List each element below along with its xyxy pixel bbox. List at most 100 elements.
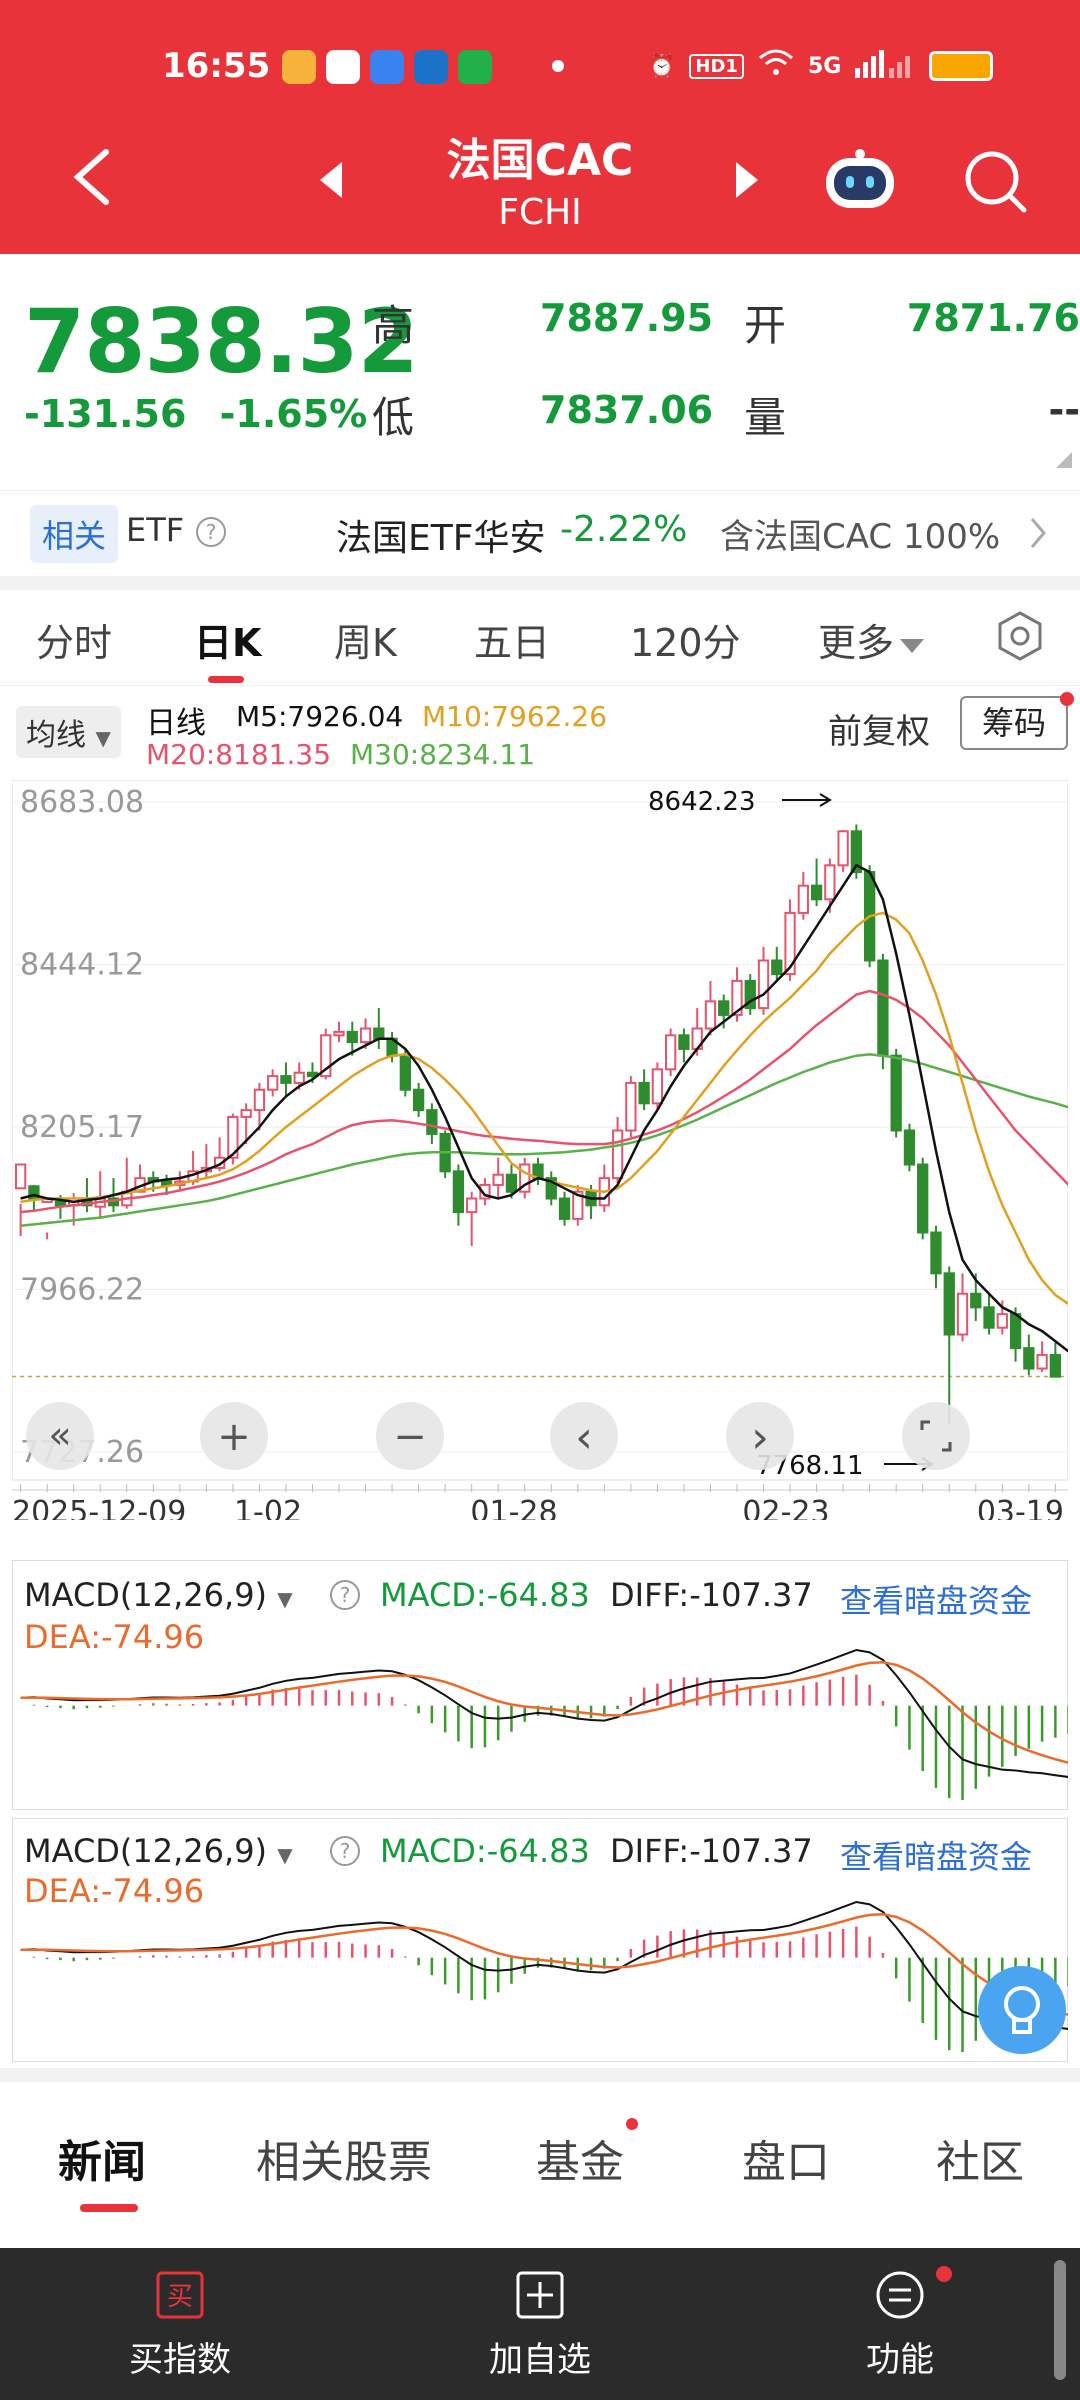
macd-selector-label: MACD(12,26,9) [24,1832,268,1870]
rewind-button[interactable]: « [48,1413,71,1457]
tab-more-label: 更多 [818,621,895,665]
candle-body [757,959,770,1010]
candle-body [359,1027,372,1044]
tab-intraday[interactable]: 分时 [36,621,113,665]
candle-body [505,1173,518,1193]
app-icon [282,50,316,84]
candle-body [731,979,743,1016]
candle-body [479,1183,491,1200]
dark-pool-link-1[interactable]: 查看暗盘资金 [840,1582,1033,1620]
hd-badge: HD1 [689,53,744,79]
dark-pool-link-2[interactable]: 查看暗盘资金 [840,1838,1033,1876]
tab-weekly-k[interactable]: 周K [334,621,397,665]
ma30-value: M30:8234.11 [350,738,536,771]
candle-body [320,1034,332,1078]
status-bar: 16:55 ⏰ HD1 5G [0,40,1080,100]
zoom-out-button[interactable]: − [393,1414,427,1460]
page-subtitle: FCHI [498,192,582,233]
notification-dot [1060,692,1074,706]
candle-body [572,1190,584,1220]
status-app-icons [282,50,492,84]
expand-corner-icon[interactable] [1056,452,1072,468]
candle-body [850,830,863,874]
wifi-icon [758,48,794,84]
kline-type: 日线 [146,706,206,741]
app-icon [370,50,404,84]
chip-button[interactable]: 筹码 [960,696,1068,750]
tab-order-book[interactable]: 盘口 [742,2137,830,2188]
dropdown-arrow-icon: ▼ [95,726,111,750]
candle-body [930,1231,942,1275]
tab-more[interactable]: 更多 [818,612,925,667]
buy-index-button[interactable]: 买 买指数 [80,2270,280,2381]
y-tick-label: 8683.08 [20,785,144,820]
high-annotation: 8642.23 [648,787,756,817]
candle-body [346,1030,358,1044]
help-icon[interactable]: ? [330,1836,360,1866]
tab-news[interactable]: 新闻 [58,2137,146,2188]
macd-selector-2[interactable]: MACD(12,26,9) ▼ [24,1832,293,1870]
candle-body [877,959,889,1057]
x-tick-label: 01-28 [470,1495,557,1520]
help-icon[interactable]: ? [196,517,226,547]
bottom-action-bar: 买 买指数 加自选 功能 [0,2248,1080,2400]
phone-icon [458,50,492,84]
candle-body [54,1200,67,1207]
chart-controls: « + − ‹ › [26,1402,970,1470]
functions-button[interactable]: 功能 [800,2270,1000,2381]
robot-assistant-icon[interactable] [820,148,900,214]
tab-daily-k[interactable]: 日K [194,621,262,665]
current-price: 7838.32 [24,290,419,393]
prev-index-icon[interactable] [318,160,344,200]
candle-body [917,1163,929,1234]
related-etf-bar[interactable]: 相关 ETF ? 法国ETF华安 -2.22% 含法国CAC 100% [0,490,1080,576]
scroll-right-button-bg [726,1402,794,1470]
zoom-in-button[interactable]: + [217,1414,251,1460]
macd-value-2: MACD:-64.83 [380,1832,590,1870]
macd-chart-1 [20,1648,1068,1800]
high-label: 高 [372,301,415,350]
alarm-icon: ⏰ [648,53,676,79]
candle-body [373,1027,385,1040]
next-index-icon[interactable] [734,160,760,200]
status-right: ⏰ HD1 5G [648,48,994,84]
chart-period-tabs: 分时 日K 周K 五日 120分 更多 [0,590,1080,686]
price-change: -131.56 -1.65% [24,392,367,436]
add-watchlist-button[interactable]: 加自选 [440,2270,640,2381]
dropdown-arrow-icon [900,638,925,653]
candle-body [983,1306,995,1329]
fullscreen-icon[interactable] [920,1420,952,1452]
change-value: -131.56 [24,392,187,436]
buy-icon: 买 [156,2271,204,2319]
tab-120-min[interactable]: 120分 [630,621,741,665]
settings-icon[interactable] [994,610,1046,662]
indicator-select[interactable]: 均线 ▼ [16,706,121,758]
scrollbar[interactable] [1054,2260,1066,2380]
scroll-left-button[interactable]: ‹ [575,1412,593,1463]
candle-body [665,1034,677,1071]
lightbulb-icon[interactable] [978,1966,1066,2054]
tab-funds[interactable]: 基金 [536,2137,624,2188]
tab-related-stocks[interactable]: 相关股票 [256,2137,432,2188]
y-tick-label: 8205.17 [20,1110,144,1145]
scroll-right-button[interactable]: › [751,1412,769,1463]
candle-body [996,1313,1008,1329]
etf-label: ETF [126,511,185,549]
macd-selector-1[interactable]: MACD(12,26,9) ▼ [24,1576,293,1614]
ma20-line [20,989,1068,1214]
back-icon[interactable] [70,148,114,206]
search-icon[interactable] [962,148,1028,214]
macd-panel-2 [12,1818,1068,2062]
ma-legend-row: 均线 ▼ 日线 M5:7926.04 M10:7962.26 M20:8181.… [0,690,1080,780]
tab-five-day[interactable]: 五日 [474,621,551,665]
candle-body [558,1197,571,1220]
help-icon[interactable]: ? [330,1580,360,1610]
rewind-button-bg [26,1402,94,1470]
active-tab-indicator [80,2204,138,2212]
candle-body [837,830,849,867]
tab-community[interactable]: 社区 [936,2137,1024,2188]
adjust-mode[interactable]: 前复权 [828,712,930,752]
candle-body [625,1081,637,1132]
candle-body [545,1177,557,1200]
